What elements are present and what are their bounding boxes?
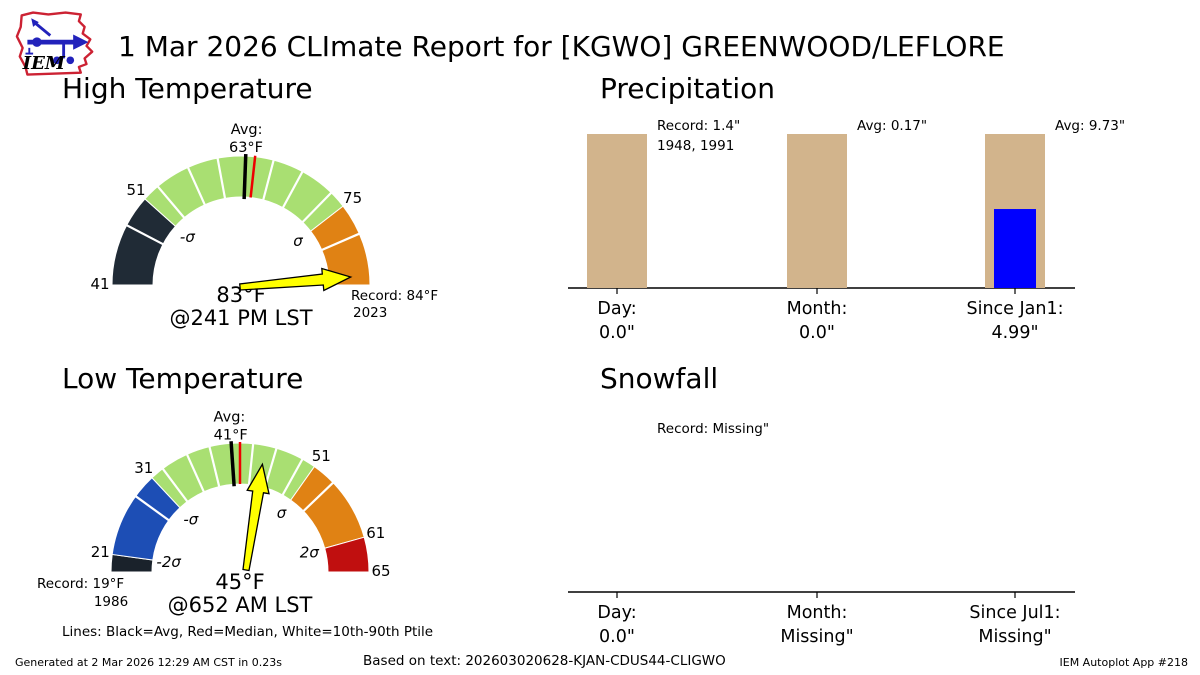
footer-app-id: IEM Autoplot App #218 bbox=[1059, 656, 1189, 669]
record-label: Record: 19°F bbox=[37, 576, 124, 592]
gauge-legend-caption: Lines: Black=Avg, Red=Median, White=10th… bbox=[62, 624, 434, 640]
high-temp-title: High Temperature bbox=[62, 72, 313, 105]
percentile-tick bbox=[247, 443, 255, 485]
climo-bar bbox=[587, 134, 647, 288]
bar-category-label: Day: bbox=[597, 603, 636, 623]
percentile-tick bbox=[321, 232, 360, 252]
percentile-tick bbox=[281, 171, 304, 209]
percentile-tick bbox=[281, 458, 304, 496]
footer-generated: Generated at 2 Mar 2026 12:29 AM CST in … bbox=[15, 656, 282, 669]
percentile-tick bbox=[216, 157, 227, 199]
gauge-tick-label: 65 bbox=[371, 562, 390, 580]
percentile-tick bbox=[301, 192, 332, 223]
low-temp-gauge: 21 31 51 61 65 -2σ -σ σ 2σ Avg: 41°F Record: 19°F 19… bbox=[37, 409, 391, 617]
gauge-value: 45°F bbox=[215, 570, 264, 594]
bar-annotation: Record: 1.4" bbox=[657, 118, 740, 134]
bar-value-label: Missing" bbox=[978, 627, 1051, 647]
record-years: 2023 bbox=[353, 305, 387, 321]
bar-annotation: Avg: 0.17" bbox=[857, 118, 927, 134]
avg-label: Avg: bbox=[214, 409, 246, 425]
gauge-tick-label: 51 bbox=[126, 181, 145, 199]
bar-value-label: 0.0" bbox=[599, 323, 635, 343]
avg-tick bbox=[229, 441, 236, 487]
percentile-tick bbox=[208, 446, 221, 487]
sigma-label: σ bbox=[277, 504, 287, 522]
avg-tick bbox=[242, 154, 248, 200]
bar-category-label: Month: bbox=[787, 299, 848, 319]
sigma-label: -σ bbox=[180, 228, 195, 246]
sigma-label: -σ bbox=[183, 510, 198, 528]
gauge-tick-label: 75 bbox=[343, 189, 362, 207]
percentile-tick bbox=[302, 481, 334, 512]
record-label: Record: 84°F bbox=[351, 288, 438, 304]
precip-chart: Record: 1.4" 1948, 1991 Day: 0.0" Avg: 0.17"… bbox=[568, 118, 1125, 343]
percentile-tick bbox=[185, 453, 205, 493]
page-title: 1 Mar 2026 CLImate Report for [KGWO] GRE… bbox=[118, 30, 1005, 63]
percentile-tick bbox=[186, 166, 206, 206]
gauge-tick-label: 41 bbox=[90, 275, 109, 293]
bar-value-label: 4.99" bbox=[991, 323, 1038, 343]
bar-annotation: 1948, 1991 bbox=[657, 138, 734, 154]
sigma-label: σ bbox=[293, 232, 303, 250]
sigma-label: 2σ bbox=[300, 544, 320, 562]
footer-based-on: Based on text: 202603020628-KJAN-CDUS44-… bbox=[363, 653, 726, 669]
gauge-needle-arrow bbox=[238, 267, 353, 292]
percentile-tick bbox=[156, 185, 186, 219]
bar-value-label: 0.0" bbox=[599, 627, 635, 647]
percentile-tick bbox=[134, 495, 170, 522]
weathervane-icon bbox=[25, 18, 89, 65]
observed-bar bbox=[994, 209, 1036, 288]
gauge-needle-arrow bbox=[242, 462, 270, 572]
gauge-value-time: @241 PM LST bbox=[169, 306, 312, 330]
bar-value-label: Missing" bbox=[780, 627, 853, 647]
snowfall-title: Snowfall bbox=[600, 362, 719, 395]
low-temp-title: Low Temperature bbox=[62, 362, 304, 395]
bar-value-label: 0.0" bbox=[799, 323, 835, 343]
precip-title: Precipitation bbox=[600, 72, 776, 105]
bar-category-label: Day: bbox=[597, 299, 636, 319]
percentile-tick bbox=[161, 468, 189, 503]
median-tick bbox=[249, 155, 257, 198]
percentile-tick bbox=[126, 224, 164, 246]
climo-bar bbox=[787, 134, 847, 288]
sigma-label: -2σ bbox=[156, 553, 181, 571]
bar-category-label: Since Jul1: bbox=[969, 603, 1060, 623]
gauge-tick-label: 61 bbox=[366, 524, 385, 542]
gauge-segment bbox=[324, 536, 370, 573]
bar-annotation: Record: Missing" bbox=[657, 421, 769, 437]
snowfall-chart: Record: Missing" Day: 0.0" Month: Missing" Si… bbox=[568, 421, 1075, 647]
logo-iem-text: IEM bbox=[22, 53, 66, 74]
gauge-segment bbox=[309, 205, 371, 286]
record-years: 1986 bbox=[94, 594, 128, 610]
avg-label-value: 63°F bbox=[229, 140, 263, 156]
gauge-tick-label: 31 bbox=[134, 459, 153, 477]
gauge-tick-label: 51 bbox=[312, 447, 331, 465]
bar-category-label: Month: bbox=[787, 603, 848, 623]
gauge-value-time: @652 AM LST bbox=[168, 593, 313, 617]
iem-logo: IEM bbox=[15, 11, 94, 76]
bar-category-label: Since Jan1: bbox=[966, 299, 1063, 319]
avg-label-value: 41°F bbox=[214, 427, 248, 443]
percentile-tick bbox=[262, 159, 275, 201]
avg-label: Avg: bbox=[231, 122, 263, 138]
gauge-tick-label: 21 bbox=[91, 543, 110, 561]
bar-annotation: Avg: 9.73" bbox=[1055, 118, 1125, 134]
percentile-tick bbox=[263, 447, 278, 488]
